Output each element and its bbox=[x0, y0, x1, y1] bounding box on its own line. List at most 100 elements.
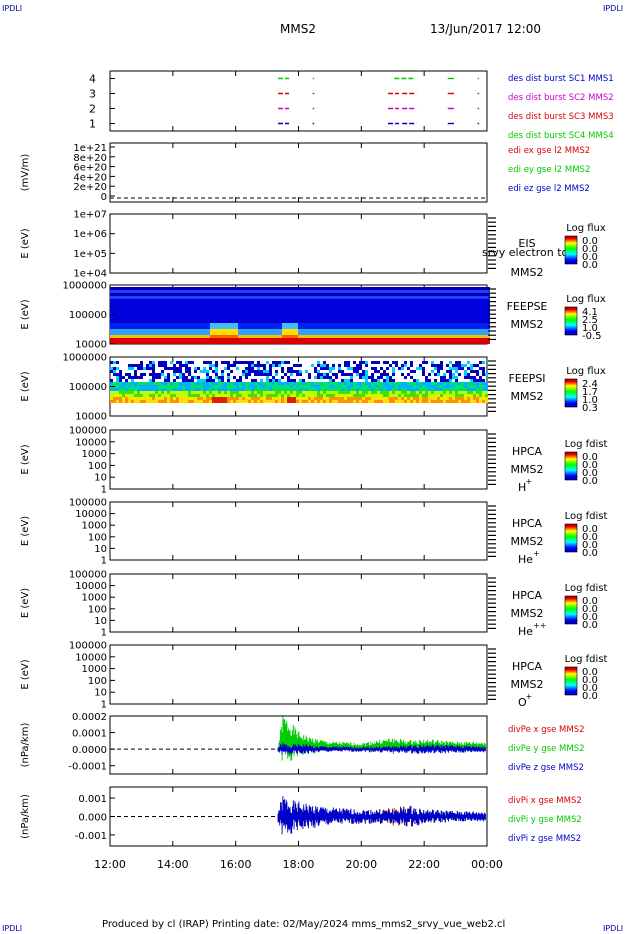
divpe-ylabel: (nPa/km) bbox=[20, 723, 31, 768]
panel-hpca_h bbox=[109, 429, 488, 490]
time-axis-label: 18:00 bbox=[283, 858, 315, 871]
hpca_o-instrument-label: HPCA bbox=[512, 660, 543, 673]
y-tick-label: 1e+06 bbox=[73, 229, 107, 240]
footer-credit: Produced by cl (IRAP) Printing date: 02/… bbox=[102, 919, 506, 930]
divpi-legend-1: divPi y gse MMS2 bbox=[508, 815, 582, 825]
divpi-ylabel: (nPa/km) bbox=[20, 794, 31, 839]
time-axis-label: 22:00 bbox=[408, 858, 440, 871]
hpca_hepp-colorbar bbox=[564, 595, 578, 625]
hpca_hepp-ylabel: E (eV) bbox=[20, 588, 31, 618]
hpca_o-species-charge: + bbox=[526, 692, 533, 701]
eis-colorbar-title: Log flux bbox=[566, 223, 606, 234]
y-tick-label: 100 bbox=[88, 461, 107, 472]
panel-hpca_he bbox=[109, 501, 488, 561]
y-tick-label: 10000 bbox=[75, 652, 107, 663]
eis-colorbar-tick: 0.0 bbox=[582, 236, 598, 247]
y-tick-label: 1e+07 bbox=[73, 210, 107, 221]
hpca_h-colorbar-tick: 0.0 bbox=[582, 452, 598, 463]
divpe-legend-0: divPe x gse MMS2 bbox=[508, 725, 585, 735]
hpca_h-colorbar-tick: 0.0 bbox=[582, 460, 598, 471]
y-tick-label: 100000 bbox=[69, 310, 107, 321]
corner-label-bottom-left: IPDLI bbox=[2, 924, 23, 933]
burst-legend-3: des dist burst SC4 MMS4 bbox=[508, 131, 614, 141]
edi-ylabel: (mV/m) bbox=[20, 154, 31, 192]
y-tick-label: 8e+20 bbox=[73, 153, 107, 164]
panel-hpca_hepp bbox=[109, 573, 488, 633]
feeps_e-ylabel: E (eV) bbox=[20, 299, 31, 329]
hpca_hepp-colorbar-tick: 0.0 bbox=[582, 596, 598, 607]
y-tick-label: 10000 bbox=[75, 509, 107, 520]
y-tick-label: 100 bbox=[88, 676, 107, 687]
y-tick-label: 10000 bbox=[75, 412, 107, 423]
corner-label-bottom-right: IPDLI bbox=[603, 924, 624, 933]
time-axis-label: 00:00 bbox=[471, 858, 503, 871]
feeps_e-colorbar-tick: 1.0 bbox=[582, 323, 598, 334]
burst-legend-0: des dist burst SC1 MMS1 bbox=[508, 74, 614, 84]
y-tick-label: 4e+20 bbox=[73, 172, 107, 183]
y-tick-label: 0.000 bbox=[78, 813, 107, 824]
feeps_i-colorbar-tick: 2.4 bbox=[582, 379, 598, 390]
feeps_e-colorbar-title: Log flux bbox=[566, 294, 606, 305]
y-tick-label: 100 bbox=[88, 604, 107, 615]
divpe-legend-2: divPe z gse MMS2 bbox=[508, 763, 584, 773]
panel-frame-hpca_o bbox=[109, 644, 488, 705]
panel-hpca_o bbox=[109, 644, 488, 705]
hpca_he-colorbar-tick: 0.0 bbox=[582, 548, 598, 559]
hpca_he-species-label: He bbox=[518, 553, 533, 566]
y-tick-label: 0 bbox=[101, 192, 107, 203]
y-tick-label: 10000 bbox=[75, 437, 107, 448]
time-axis-label: 12:00 bbox=[94, 858, 126, 871]
panel-frame-hpca_he bbox=[109, 501, 488, 561]
time-axis-label: 16:00 bbox=[220, 858, 252, 871]
hpca_o-ylabel: E (eV) bbox=[20, 659, 31, 689]
hpca_o-colorbar-title: Log fdist bbox=[565, 654, 608, 665]
hpca_he-colorbar-tick: 0.0 bbox=[582, 540, 598, 551]
hpca_h-species-label: H bbox=[518, 481, 526, 494]
feeps_i-ylabel: E (eV) bbox=[20, 371, 31, 401]
panel-frame-hpca_h bbox=[109, 429, 488, 490]
eis-ylabel: E (eV) bbox=[20, 228, 31, 258]
feeps_e-instrument-label: FEEPSE bbox=[507, 300, 548, 313]
burst-legend-2: des dist burst SC3 MMS3 bbox=[508, 112, 614, 122]
hpca_he-spacecraft-label: MMS2 bbox=[511, 535, 544, 548]
feeps_e-spacecraft-label: MMS2 bbox=[511, 318, 544, 331]
divpi-series-z bbox=[277, 796, 486, 835]
edi-legend-1: edi ey gse l2 MMS2 bbox=[508, 165, 590, 175]
time-axis-label: 14:00 bbox=[157, 858, 189, 871]
hpca_he-colorbar bbox=[564, 523, 578, 553]
hpca_h-colorbar bbox=[564, 451, 578, 481]
y-tick-label: 100000 bbox=[69, 570, 107, 581]
hpca_hepp-spacecraft-label: MMS2 bbox=[511, 607, 544, 620]
burst-legend-1: des dist burst SC2 MMS2 bbox=[508, 93, 614, 103]
panel-divpi bbox=[109, 786, 488, 847]
panel-burst bbox=[109, 70, 488, 132]
feeps_i-colorbar-tick: 1.7 bbox=[582, 387, 598, 398]
y-tick-label: 1e+05 bbox=[73, 249, 107, 260]
hpca_h-ylabel: E (eV) bbox=[20, 444, 31, 474]
eis-instrument-label: EIS bbox=[518, 237, 535, 250]
feeps_i-colorbar-tick: 0.3 bbox=[582, 403, 598, 414]
y-tick-label: 10 bbox=[94, 688, 107, 699]
hpca_he-species-charge: + bbox=[533, 549, 540, 558]
panel-divpe bbox=[109, 715, 488, 775]
divpe-series-y bbox=[277, 715, 486, 761]
panel-frame-eis bbox=[109, 213, 488, 274]
y-tick-label: 1 bbox=[101, 485, 107, 496]
corner-label-top-left: IPDLI bbox=[2, 4, 23, 13]
y-tick-label: 0.0001 bbox=[72, 729, 107, 740]
time-axis-label: 20:00 bbox=[345, 858, 377, 871]
feeps_e-colorbar-tick: -0.5 bbox=[582, 331, 602, 342]
hpca_hepp-colorbar-title: Log fdist bbox=[565, 583, 608, 594]
y-tick-label: 10 bbox=[94, 616, 107, 627]
y-tick-label: 100000 bbox=[69, 498, 107, 509]
hpca_h-colorbar-title: Log fdist bbox=[565, 439, 608, 450]
panel-frame-hpca_hepp bbox=[109, 573, 488, 633]
y-tick-label: 0.0000 bbox=[72, 745, 107, 756]
y-tick-label: 1000000 bbox=[62, 353, 107, 364]
hpca_he-colorbar-tick: 0.0 bbox=[582, 524, 598, 535]
eis-colorbar-tick: 0.0 bbox=[582, 244, 598, 255]
y-tick-label: 1e+21 bbox=[73, 143, 107, 154]
y-tick-label: 10 bbox=[94, 473, 107, 484]
y-tick-label: 1000 bbox=[82, 664, 107, 675]
hpca_h-instrument-label: HPCA bbox=[512, 445, 543, 458]
